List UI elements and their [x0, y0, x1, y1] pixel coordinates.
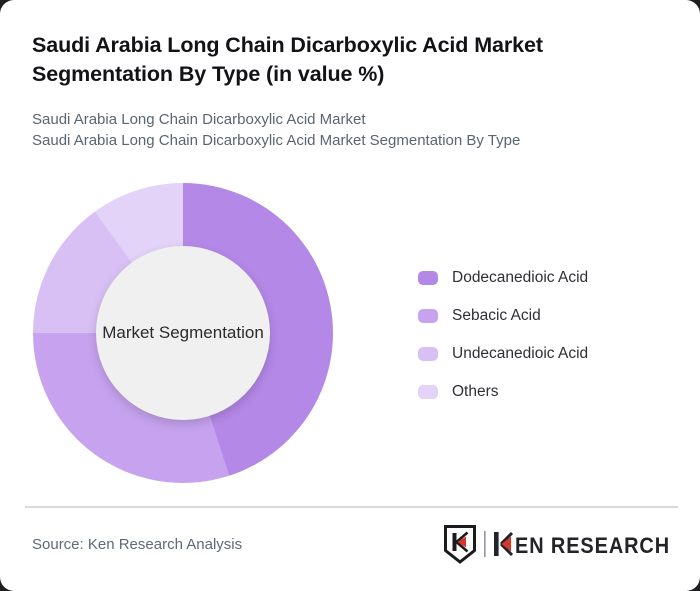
logo-separator: [484, 531, 486, 557]
legend-label: Others: [452, 383, 499, 400]
footer-divider: [25, 506, 678, 508]
legend-swatch: [418, 385, 438, 399]
ken-research-shield-icon: [444, 525, 476, 564]
source-text: Source: Ken Research Analysis: [32, 536, 243, 553]
legend-label: Undecanedioic Acid: [452, 345, 589, 362]
logo-text: EN RESEARCH: [515, 533, 670, 558]
donut-center: Market Segmentation: [96, 246, 270, 420]
chart-subtitle: Saudi Arabia Long Chain Dicarboxylic Aci…: [32, 109, 520, 151]
donut-center-label: Market Segmentation: [102, 323, 264, 342]
legend-label: Sebacic Acid: [452, 307, 541, 324]
legend-swatch: [418, 271, 438, 285]
legend-swatch: [418, 309, 438, 323]
donut-chart[interactable]: Market Segmentation: [33, 183, 333, 483]
legend-item[interactable]: Sebacic Acid: [418, 307, 588, 324]
legend-item[interactable]: Dodecanedioic Acid: [418, 269, 589, 286]
legend-label: Dodecanedioic Acid: [452, 269, 589, 286]
legend-item[interactable]: Undecanedioic Acid: [418, 345, 589, 362]
subtitle-line-1: Saudi Arabia Long Chain Dicarboxylic Aci…: [32, 111, 366, 128]
legend-swatch: [418, 347, 438, 361]
subtitle-line-2: Saudi Arabia Long Chain Dicarboxylic Aci…: [32, 132, 521, 149]
logo-wordmark: EN RESEARCH: [494, 531, 670, 558]
legend: Dodecanedioic Acid Sebacic Acid Undecanedi…: [418, 269, 589, 400]
legend-item[interactable]: Others: [418, 383, 588, 400]
chart-title: Saudi Arabia Long Chain Dicarboxylic Aci…: [32, 33, 543, 86]
ken-research-logo: EN RESEARCH: [442, 524, 674, 564]
